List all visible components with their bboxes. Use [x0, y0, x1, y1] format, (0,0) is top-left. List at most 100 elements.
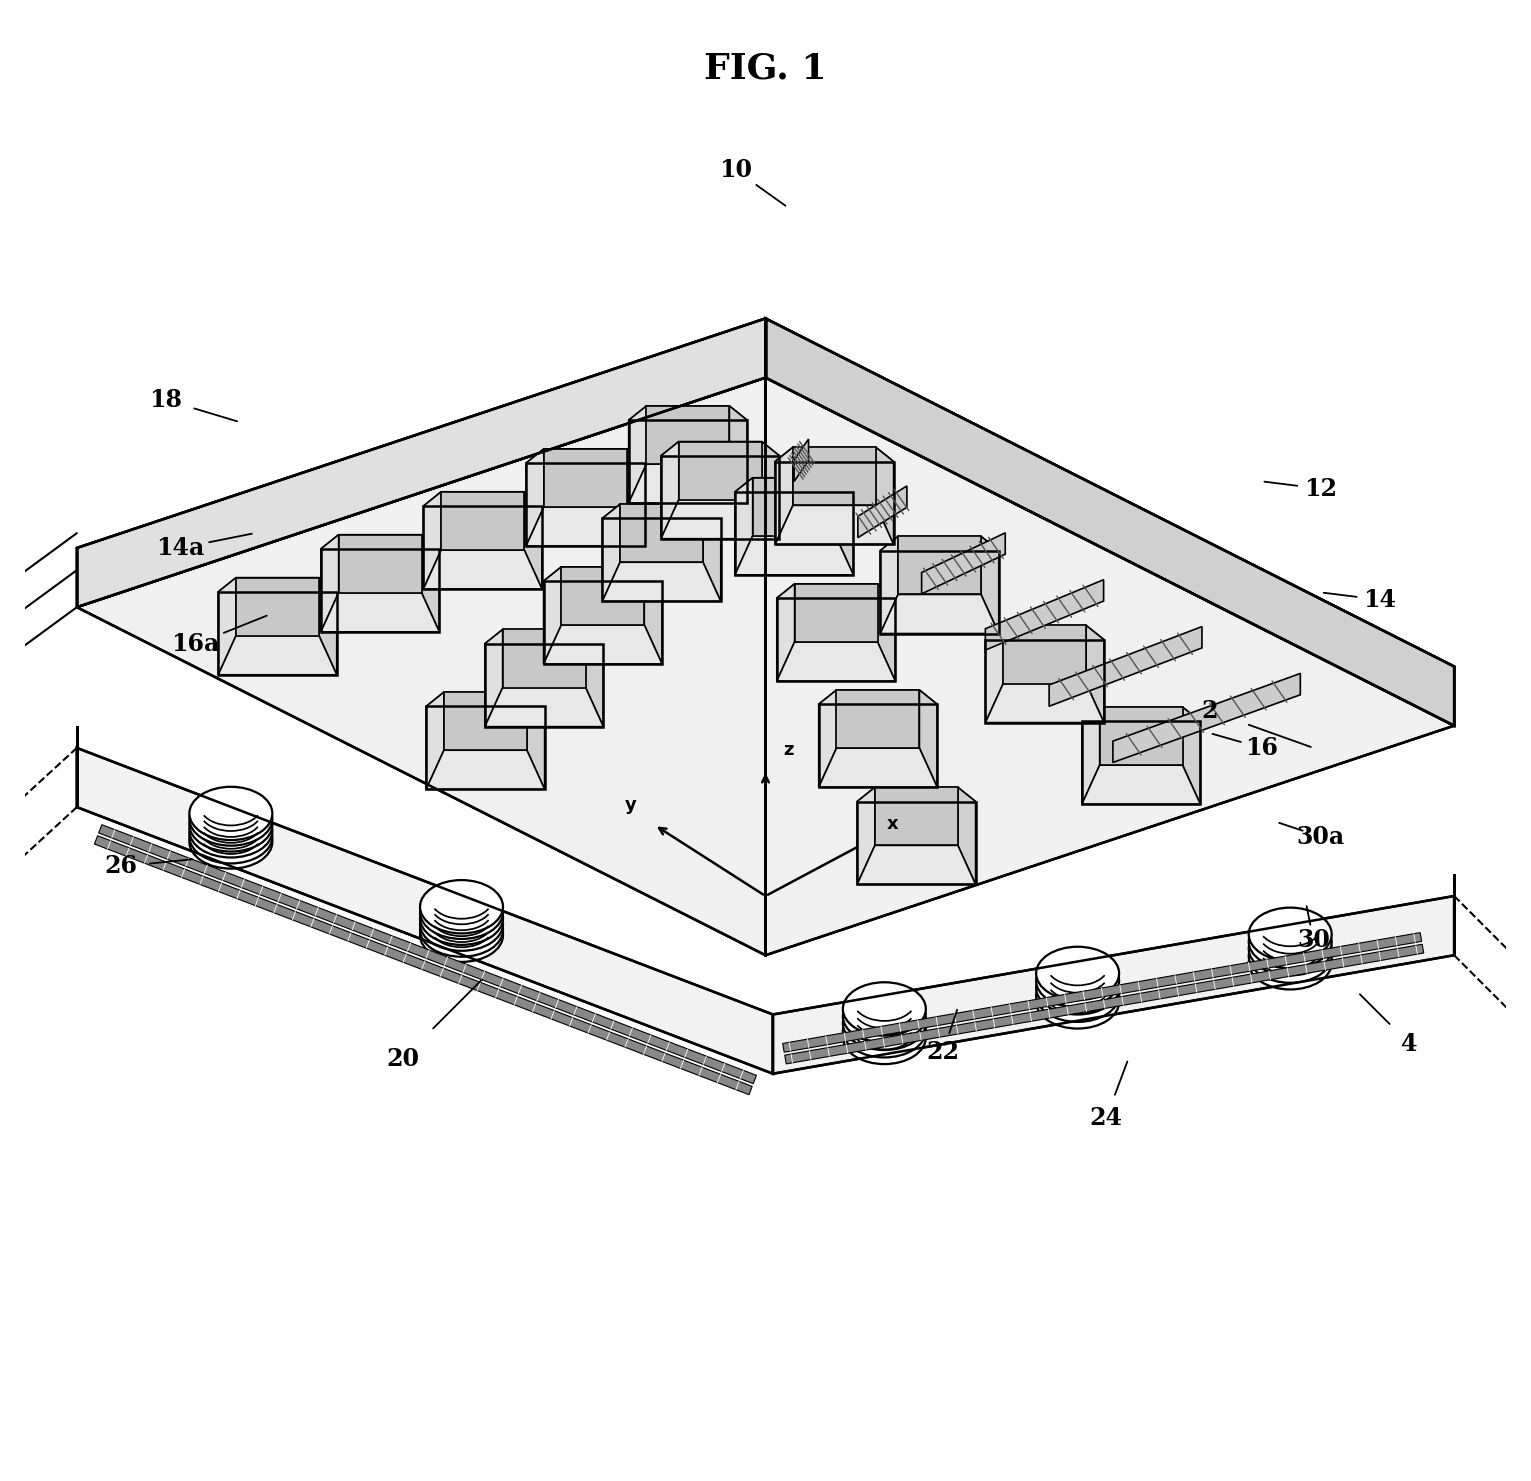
Polygon shape — [762, 441, 779, 539]
Polygon shape — [880, 536, 998, 551]
Ellipse shape — [1249, 915, 1332, 969]
Polygon shape — [485, 629, 603, 644]
Polygon shape — [920, 690, 937, 788]
Ellipse shape — [190, 792, 273, 846]
Polygon shape — [735, 536, 853, 575]
Ellipse shape — [1249, 923, 1332, 976]
Ellipse shape — [190, 798, 273, 852]
Polygon shape — [602, 563, 721, 601]
Ellipse shape — [1249, 936, 1332, 989]
Polygon shape — [77, 748, 773, 1074]
Polygon shape — [776, 584, 795, 681]
Polygon shape — [95, 835, 752, 1094]
Polygon shape — [857, 788, 975, 801]
Ellipse shape — [190, 804, 273, 857]
Polygon shape — [678, 441, 762, 499]
Text: 14a: 14a — [156, 536, 205, 560]
Ellipse shape — [419, 908, 504, 963]
Polygon shape — [424, 492, 542, 507]
Ellipse shape — [844, 1010, 926, 1063]
Text: 20: 20 — [386, 1047, 419, 1071]
Polygon shape — [986, 579, 1104, 650]
Polygon shape — [322, 592, 439, 632]
Polygon shape — [795, 438, 808, 481]
Text: 18: 18 — [149, 388, 182, 412]
Polygon shape — [1049, 626, 1202, 706]
Polygon shape — [322, 535, 439, 549]
Ellipse shape — [419, 886, 504, 939]
Polygon shape — [899, 536, 981, 594]
Ellipse shape — [190, 815, 273, 868]
Polygon shape — [661, 441, 678, 539]
Polygon shape — [735, 478, 853, 492]
Polygon shape — [77, 378, 766, 955]
Polygon shape — [219, 578, 236, 675]
Text: 16: 16 — [1245, 736, 1278, 760]
Ellipse shape — [419, 897, 504, 951]
Polygon shape — [426, 692, 545, 706]
Polygon shape — [857, 846, 975, 884]
Polygon shape — [986, 625, 1104, 640]
Polygon shape — [661, 499, 779, 539]
Polygon shape — [426, 751, 545, 789]
Text: y: y — [625, 797, 637, 815]
Polygon shape — [880, 594, 998, 634]
Polygon shape — [1113, 674, 1300, 763]
Polygon shape — [874, 788, 958, 846]
Polygon shape — [602, 504, 721, 518]
Polygon shape — [857, 788, 874, 884]
Polygon shape — [629, 464, 747, 504]
Polygon shape — [958, 788, 975, 884]
Polygon shape — [1082, 706, 1200, 721]
Polygon shape — [646, 406, 729, 464]
Polygon shape — [782, 933, 1422, 1052]
Text: 14: 14 — [1364, 588, 1396, 612]
Text: 22: 22 — [926, 1040, 960, 1063]
Polygon shape — [219, 635, 337, 675]
Ellipse shape — [1036, 961, 1119, 1014]
Polygon shape — [485, 629, 502, 727]
Text: 24: 24 — [1090, 1106, 1122, 1130]
Polygon shape — [544, 567, 562, 663]
Polygon shape — [785, 945, 1424, 1063]
Polygon shape — [773, 896, 1454, 1074]
Polygon shape — [1082, 766, 1200, 804]
Polygon shape — [729, 406, 747, 504]
Ellipse shape — [419, 903, 504, 957]
Polygon shape — [219, 578, 337, 592]
Polygon shape — [703, 504, 721, 601]
Polygon shape — [527, 692, 545, 789]
Polygon shape — [753, 478, 836, 536]
Ellipse shape — [190, 810, 273, 863]
Polygon shape — [562, 567, 645, 625]
Polygon shape — [775, 505, 894, 545]
Ellipse shape — [844, 997, 926, 1050]
Polygon shape — [775, 447, 894, 462]
Polygon shape — [735, 478, 753, 575]
Polygon shape — [877, 584, 896, 681]
Polygon shape — [485, 687, 603, 727]
Polygon shape — [1085, 625, 1104, 723]
Text: 30: 30 — [1297, 929, 1330, 952]
Ellipse shape — [1036, 946, 1119, 1000]
Polygon shape — [322, 535, 338, 632]
Text: 4: 4 — [1401, 1032, 1418, 1056]
Ellipse shape — [844, 982, 926, 1035]
Polygon shape — [766, 378, 1454, 955]
Text: z: z — [784, 742, 793, 760]
Polygon shape — [1182, 706, 1200, 804]
Polygon shape — [775, 447, 793, 545]
Polygon shape — [1082, 706, 1099, 804]
Polygon shape — [986, 684, 1104, 723]
Polygon shape — [629, 406, 646, 504]
Polygon shape — [338, 535, 421, 592]
Ellipse shape — [419, 892, 504, 945]
Polygon shape — [876, 447, 894, 545]
Polygon shape — [527, 449, 645, 464]
Polygon shape — [661, 441, 779, 456]
Polygon shape — [836, 690, 920, 748]
Text: 30a: 30a — [1297, 825, 1344, 849]
Polygon shape — [836, 478, 853, 575]
Polygon shape — [1003, 625, 1085, 684]
Ellipse shape — [190, 786, 273, 840]
